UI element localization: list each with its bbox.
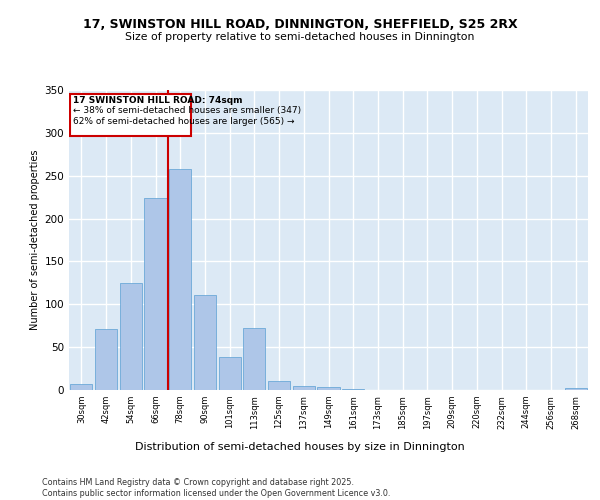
Text: 17, SWINSTON HILL ROAD, DINNINGTON, SHEFFIELD, S25 2RX: 17, SWINSTON HILL ROAD, DINNINGTON, SHEF… xyxy=(83,18,517,30)
Text: Size of property relative to semi-detached houses in Dinnington: Size of property relative to semi-detach… xyxy=(125,32,475,42)
Text: Contains HM Land Registry data © Crown copyright and database right 2025.
Contai: Contains HM Land Registry data © Crown c… xyxy=(42,478,391,498)
Bar xyxy=(317,386,340,390)
Text: 62% of semi-detached houses are larger (565) →: 62% of semi-detached houses are larger (… xyxy=(73,116,294,126)
Bar xyxy=(243,328,265,390)
Bar xyxy=(169,169,191,390)
Text: Distribution of semi-detached houses by size in Dinnington: Distribution of semi-detached houses by … xyxy=(135,442,465,452)
Bar xyxy=(293,386,315,390)
Text: 17 SWINSTON HILL ROAD: 74sqm: 17 SWINSTON HILL ROAD: 74sqm xyxy=(73,96,242,105)
Bar xyxy=(268,382,290,390)
Text: ← 38% of semi-detached houses are smaller (347): ← 38% of semi-detached houses are smalle… xyxy=(73,106,301,116)
Y-axis label: Number of semi-detached properties: Number of semi-detached properties xyxy=(30,150,40,330)
FancyBboxPatch shape xyxy=(70,94,191,136)
Bar xyxy=(119,283,142,390)
Bar xyxy=(218,358,241,390)
Bar xyxy=(70,384,92,390)
Bar xyxy=(95,329,117,390)
Bar xyxy=(145,198,167,390)
Bar xyxy=(342,389,364,390)
Bar xyxy=(565,388,587,390)
Bar xyxy=(194,295,216,390)
